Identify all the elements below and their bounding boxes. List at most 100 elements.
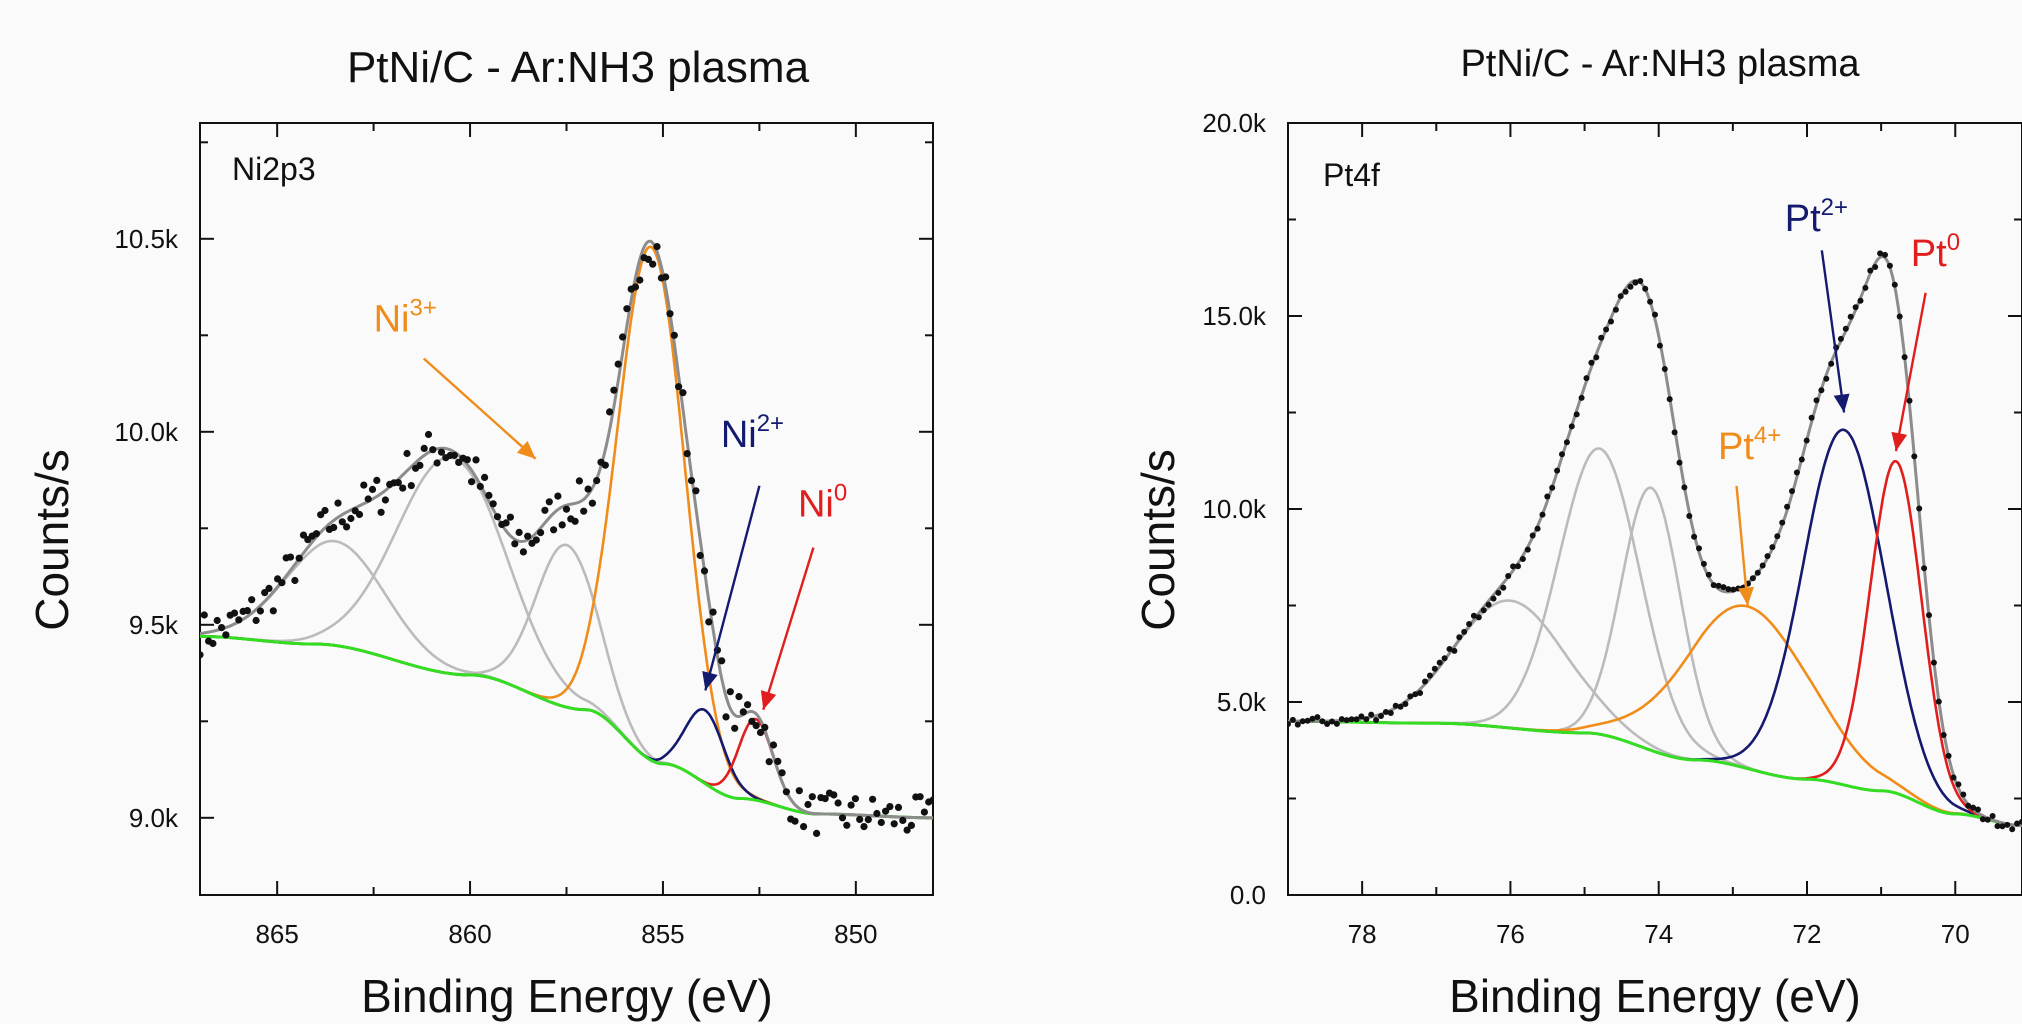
pt4f-data-point [1960, 791, 1967, 798]
ni2p3-data-point [200, 611, 208, 619]
pt4f-data-point [1632, 279, 1639, 286]
ni2p3-y-tick-label: 10.0k [114, 417, 179, 447]
ni2p3-data-point [269, 607, 277, 615]
pt4f-data-point [1754, 569, 1761, 576]
ni2p3-data-point [795, 787, 803, 795]
ni2p3-data-point [537, 529, 545, 537]
pt4f-annotation-arrow [1735, 485, 1749, 606]
ni2p3-data-point [619, 333, 627, 341]
ni2p3-data-point [485, 491, 493, 499]
ni2p3-region-label: Ni2p3 [232, 151, 316, 187]
pt4f-data-point [1637, 278, 1644, 284]
pt4f-data-point [1456, 634, 1463, 641]
ni2p3-data-point [403, 449, 411, 458]
pt4f-data-point [1578, 394, 1585, 401]
ni2p3-data-point [739, 708, 747, 716]
ni2p3-data-point [791, 817, 799, 825]
pt4f-data-point [1568, 423, 1575, 430]
ni2p3-data-point [347, 514, 355, 523]
ni2p3-data-point [291, 576, 299, 585]
pt4f-data-point [1505, 573, 1512, 579]
pt4f-data-point [1529, 532, 1536, 539]
pt4f-data-point [2009, 826, 2016, 833]
ni2p3-panel: PtNi/C - Ar:NH3 plasma Ni2p3 Binding Ene… [26, 43, 934, 1022]
pt4f-data-point [1906, 397, 1913, 404]
pt4f-data-point [1970, 804, 1977, 811]
ni2p3-data-point [834, 799, 842, 807]
pt4f-panel: PtNi/C - Ar:NH3 plasma Pt4f Binding Ener… [1132, 43, 2022, 1022]
ni2p3-data-point [631, 283, 640, 291]
ni2p3-annotation-arrowhead [702, 670, 718, 691]
ni2p3-data-point [705, 618, 713, 626]
pt4f-data-point [1304, 717, 1311, 724]
ni2p3-data-point [550, 526, 558, 534]
pt4f-data-point [1338, 716, 1345, 723]
pt4f-data-point [1945, 752, 1952, 759]
pt4f-y-tick-label: 20.0k [1202, 108, 1267, 138]
pt4f-data-point [1515, 563, 1521, 570]
pt4f-data-point [1784, 503, 1791, 510]
pt4f-data-point [2019, 818, 2022, 825]
pt4f-data-point [1681, 484, 1688, 491]
ni2p3-data-point [830, 791, 838, 799]
ni2p3-data-point [558, 521, 566, 529]
pt4f-data-point [1940, 732, 1947, 738]
ni2p3-data-point [373, 476, 381, 484]
pt4f-annotation-arrowhead [1833, 393, 1850, 413]
pt4f-data-point [1656, 342, 1663, 349]
pt4f-data-point [1378, 713, 1384, 719]
pt4f-data-point [1652, 311, 1658, 318]
pt4f-title: PtNi/C - Ar:NH3 plasma [1460, 43, 1860, 85]
pt4f-data-point [1608, 318, 1614, 325]
ni2p3-data-point [506, 513, 514, 521]
pt4f-data-point [1329, 718, 1335, 725]
ni2p3-data-point [295, 554, 303, 562]
ni2p3-data-point [493, 513, 502, 521]
pt4f-data-point [1705, 571, 1712, 578]
ni2p3-data-point [330, 523, 338, 532]
ni2p3-data-point [644, 255, 653, 263]
pt4f-data-point [1412, 691, 1419, 698]
pt4f-data-point [1539, 511, 1546, 518]
pt4f-data-point [1343, 717, 1350, 724]
pt4f-data-point [1725, 586, 1732, 593]
ni2p3-data-point [864, 816, 872, 824]
ni2p3-data-point [450, 451, 458, 459]
pt4f-data-point [1422, 678, 1428, 685]
ni2p3-data-point [511, 540, 519, 548]
ni2p3-data-point [623, 305, 631, 313]
pt4f-data-point [1617, 293, 1624, 300]
pt4f-x-tick-label: 70 [1941, 919, 1970, 949]
ni2p3-x-tick-label: 850 [834, 919, 877, 949]
ni2p3-data-point [752, 722, 760, 730]
ni2p3-x-tick-label: 865 [255, 919, 298, 949]
pt4f-x-tick-label: 76 [1496, 919, 1525, 949]
ni2p3-data-point [213, 616, 221, 625]
pt4f-annotation-label: Pt2+ [1785, 194, 1848, 240]
pt4f-data-point [1779, 519, 1786, 526]
pt4f-data-point [1480, 607, 1487, 614]
pt4f-data-point [1842, 325, 1849, 332]
ni2p3-annotation-arrow [422, 357, 537, 460]
ni2p3-data-point [700, 567, 709, 575]
pt4f-data-point [1730, 586, 1737, 593]
ni2p3-data-point [588, 499, 597, 507]
pt4f-component-pt-satellite-b [1288, 447, 2022, 827]
ni2p3-data-point [877, 818, 885, 827]
pt4f-y-axis-label: Counts/s [1132, 449, 1184, 631]
ni2p3-data-point [230, 609, 239, 617]
ni2p3-data-point [472, 456, 480, 464]
ni2p3-data-point [894, 803, 903, 812]
pt4f-annotation-label: Pt0 [1911, 229, 1960, 275]
ni2p3-data-point [545, 498, 553, 506]
ni2p3-data-point [778, 769, 786, 777]
pt4f-data-point [1563, 439, 1570, 446]
ni2p3-data-point [481, 473, 489, 481]
pt4f-data-point [1598, 334, 1605, 341]
ni2p3-data-point [524, 532, 532, 540]
pt4f-data-point [1789, 488, 1795, 495]
pt4f-y-tick-label: 15.0k [1202, 301, 1267, 331]
pt4f-data-point [1417, 690, 1424, 696]
ni2p3-data-point [256, 607, 264, 615]
